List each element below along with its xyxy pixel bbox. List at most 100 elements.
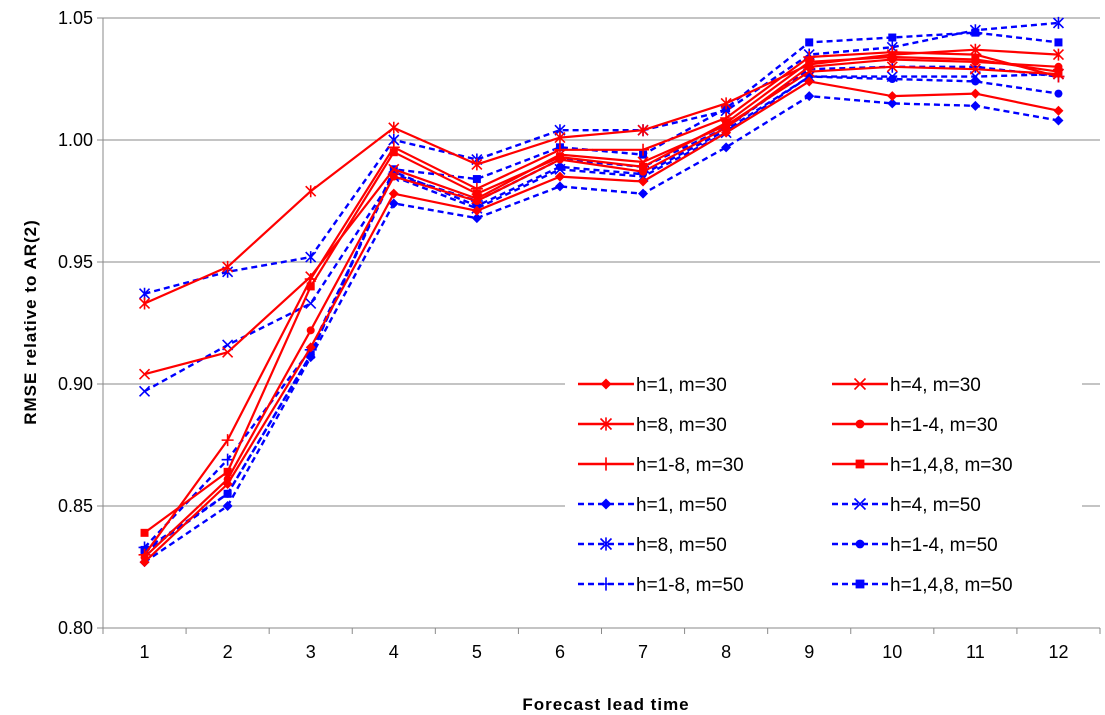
legend-entry: h=1-4, m=50	[832, 535, 998, 556]
legend-entry: h=1,4,8, m=30	[832, 455, 1013, 476]
legend: h=1, m=30 h=4, m=30 h=8, m=30 h=1-4, m=30 h=…	[565, 362, 1082, 622]
data-point	[637, 124, 649, 137]
series-line	[143, 80, 1059, 563]
data-point	[388, 188, 399, 199]
data-point	[305, 251, 317, 264]
data-point	[888, 53, 897, 62]
data-point	[638, 176, 649, 187]
legend-label: h=1-8, m=50	[636, 575, 744, 596]
legend-label: h=1-4, m=50	[890, 535, 998, 556]
legend-entry: h=8, m=30	[578, 415, 727, 436]
series-line	[143, 31, 1059, 551]
data-point	[222, 346, 234, 358]
data-point	[388, 198, 399, 209]
data-point	[721, 127, 732, 138]
data-point	[853, 497, 867, 511]
data-point	[306, 282, 315, 291]
legend-label: h=1, m=50	[636, 495, 727, 516]
legend-label: h=1,4,8, m=50	[890, 575, 1013, 596]
data-point	[638, 188, 649, 199]
data-point	[554, 181, 565, 192]
data-point	[140, 528, 149, 537]
data-point	[138, 548, 151, 561]
data-point	[223, 489, 232, 498]
data-point	[600, 498, 612, 510]
series-line	[144, 21, 1059, 295]
legend-entry: h=1, m=30	[578, 375, 727, 396]
data-point	[388, 163, 400, 175]
series-line	[143, 94, 1059, 564]
legend-entry: h=4, m=30	[832, 375, 981, 396]
data-point	[554, 171, 565, 182]
x-tick-label: 9	[804, 642, 814, 662]
y-tick-label: 0.85	[58, 496, 93, 516]
data-point	[305, 297, 317, 310]
data-point	[388, 121, 400, 134]
data-point	[389, 148, 398, 157]
data-point	[888, 75, 897, 83]
data-point	[637, 143, 650, 156]
data-point	[970, 100, 981, 111]
data-point	[887, 98, 898, 109]
data-point	[471, 213, 482, 224]
data-point	[555, 153, 564, 162]
data-point	[855, 419, 865, 429]
series-line	[143, 51, 1059, 556]
x-tick-label: 1	[140, 642, 150, 662]
x-tick-label: 12	[1048, 642, 1068, 662]
data-point	[1053, 105, 1064, 116]
series-line	[144, 48, 1059, 305]
series-line	[143, 72, 1059, 393]
data-point	[221, 453, 234, 466]
legend-label: h=4, m=30	[890, 375, 981, 396]
legend-entry: h=1, m=50	[578, 495, 727, 516]
data-point	[305, 185, 317, 198]
series-4	[138, 46, 1065, 561]
legend-label: h=8, m=30	[636, 415, 727, 436]
legend-label: h=1, m=30	[636, 375, 727, 396]
x-tick-label: 3	[306, 642, 316, 662]
data-point	[886, 61, 898, 73]
data-point	[971, 55, 980, 64]
series-0	[139, 76, 1064, 568]
data-point	[223, 475, 232, 484]
data-point	[804, 91, 815, 102]
x-tick-label: 5	[472, 642, 482, 662]
data-point	[721, 142, 732, 153]
legend-entry: h=4, m=50	[832, 495, 981, 516]
data-point	[471, 158, 483, 171]
data-point	[853, 377, 867, 391]
data-point	[599, 537, 613, 551]
data-point	[223, 467, 232, 476]
data-point	[599, 457, 613, 471]
data-point	[720, 97, 732, 110]
data-point	[1052, 16, 1065, 29]
data-point	[305, 342, 316, 353]
data-point	[804, 76, 815, 87]
data-point	[600, 378, 612, 390]
data-point	[639, 162, 648, 171]
data-point	[389, 172, 398, 181]
legend-entry: h=1-8, m=50	[578, 575, 744, 596]
data-point	[1052, 48, 1065, 61]
data-point	[855, 459, 865, 469]
y-tick-label: 0.80	[58, 618, 93, 638]
series-7	[138, 68, 1065, 397]
data-point	[722, 118, 731, 127]
y-tick-labels: 0.80 0.85 0.90 0.95 1.00 1.05	[58, 8, 93, 638]
legend-label: h=8, m=50	[636, 535, 727, 556]
data-point	[1054, 38, 1063, 47]
x-tick-label: 4	[389, 642, 399, 662]
x-tick-label: 8	[721, 642, 731, 662]
data-point	[1054, 89, 1063, 98]
series-2	[138, 43, 1065, 310]
data-point	[971, 28, 980, 37]
x-tick-label: 2	[223, 642, 233, 662]
x-tick-labels: 1 2 3 4 5 6 7 8 9 10 11 12	[140, 642, 1069, 662]
y-tick-label: 1.05	[58, 8, 93, 28]
data-point	[599, 417, 613, 431]
legend-label: h=4, m=50	[890, 495, 981, 516]
y-tick-label: 0.95	[58, 252, 93, 272]
data-point	[855, 539, 865, 549]
